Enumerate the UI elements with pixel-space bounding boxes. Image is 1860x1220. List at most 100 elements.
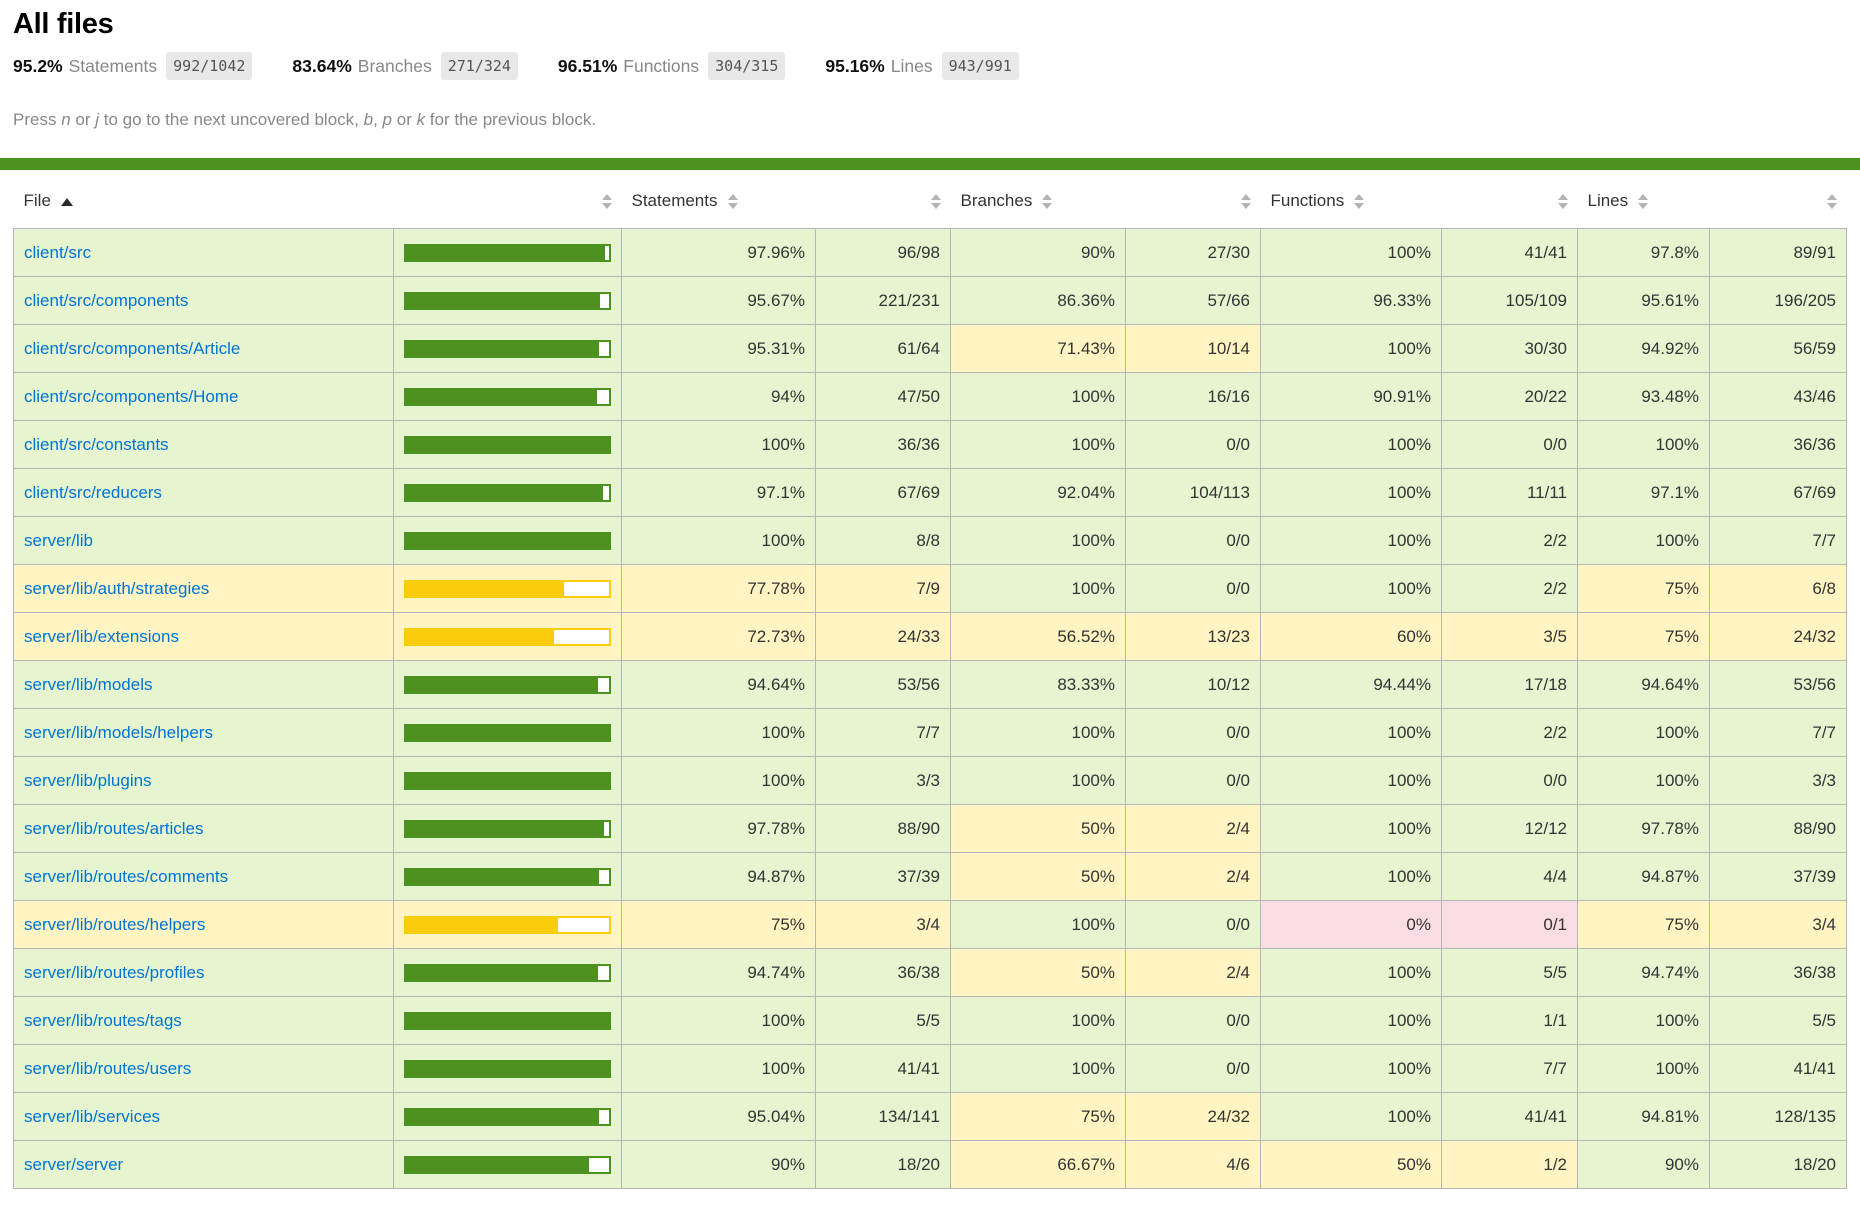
statements-pct-cell: 97.1% — [621, 468, 816, 517]
coverage-bar-fill — [406, 245, 605, 260]
lines-raw-cell: 53/56 — [1709, 660, 1847, 709]
coverage-bar-cell — [393, 996, 622, 1045]
hint-text: to go to the next uncovered block, — [99, 110, 364, 129]
statements-pct-cell: 95.04% — [621, 1092, 816, 1141]
column-header-file[interactable]: File — [14, 170, 394, 229]
functions-pct-cell: 100% — [1260, 1044, 1442, 1093]
coverage-bar-fill — [406, 437, 609, 452]
branches-raw-cell: 13/23 — [1125, 612, 1261, 661]
file-link[interactable]: client/src/components/Home — [24, 387, 239, 406]
coverage-bar-fill — [406, 293, 601, 308]
file-link[interactable]: client/src/components/Article — [24, 339, 241, 358]
lines-pct-cell: 94.92% — [1577, 324, 1710, 373]
table-row: server/lib/services 95.04% 134/141 75% 24/32… — [13, 1092, 1847, 1141]
file-link[interactable]: server/lib/auth/strategies — [24, 579, 210, 598]
file-link[interactable]: server/lib/routes/profiles — [24, 963, 205, 982]
lines-pct-cell: 94.87% — [1577, 852, 1710, 901]
file-link[interactable]: server/lib/routes/comments — [24, 867, 229, 886]
column-header-lines-raw[interactable] — [1710, 170, 1847, 229]
coverage-bar-cell — [393, 324, 622, 373]
file-link[interactable]: server/lib/models — [24, 675, 153, 694]
file-link[interactable]: client/src — [24, 243, 92, 262]
table-row: server/lib/plugins 100% 3/3 100% 0/0 100% 0/0 1… — [13, 756, 1847, 805]
lines-column-label: Lines — [1587, 191, 1629, 210]
functions-pct-cell: 96.33% — [1260, 276, 1442, 325]
lines-raw-cell: 89/91 — [1709, 228, 1847, 277]
file-link[interactable]: server/lib/routes/articles — [24, 819, 204, 838]
column-header-statements[interactable]: Statements — [622, 170, 816, 229]
file-link[interactable]: server/lib/extensions — [24, 627, 179, 646]
branches-pct-cell: 75% — [950, 1092, 1126, 1141]
branches-pct: 83.64% — [292, 55, 352, 76]
coverage-bar-cell — [393, 660, 622, 709]
file-link[interactable]: client/src/constants — [24, 435, 169, 454]
lines-pct-cell: 90% — [1577, 1140, 1710, 1189]
key-name: n — [61, 110, 71, 129]
coverage-bar-cell — [393, 516, 622, 565]
branches-pct-cell: 100% — [950, 372, 1126, 421]
coverage-bar — [404, 627, 611, 646]
functions-pct-cell: 100% — [1260, 420, 1442, 469]
functions-pct-cell: 100% — [1260, 948, 1442, 997]
functions-raw-cell: 5/5 — [1441, 948, 1578, 997]
functions-raw-cell: 2/2 — [1441, 564, 1578, 613]
statements-raw-cell: 47/50 — [815, 372, 951, 421]
column-header-lines[interactable]: Lines — [1578, 170, 1710, 229]
file-link[interactable]: server/server — [24, 1155, 124, 1174]
coverage-bar-fill — [406, 1109, 599, 1124]
table-row: client/src/components/Article 95.31% 61/64… — [13, 324, 1847, 373]
functions-label: Functions — [623, 55, 700, 76]
branches-pct-cell: 100% — [950, 420, 1126, 469]
lines-pct-cell: 100% — [1577, 516, 1710, 565]
file-link[interactable]: server/lib/routes/tags — [24, 1011, 182, 1030]
statements-pct-cell: 77.78% — [621, 564, 816, 613]
branches-raw-cell: 0/0 — [1125, 756, 1261, 805]
branches-label: Branches — [357, 55, 432, 76]
lines-raw-cell: 43/46 — [1709, 372, 1847, 421]
column-header-branches[interactable]: Branches — [951, 170, 1126, 229]
file-link[interactable]: server/lib/routes/helpers — [24, 915, 206, 934]
branches-pct-cell: 100% — [950, 996, 1126, 1045]
column-header-bar[interactable] — [394, 170, 622, 229]
column-header-statements-raw[interactable] — [816, 170, 951, 229]
table-row: client/src/constants 100% 36/36 100% 0/0 100%… — [13, 420, 1847, 469]
branches-pct-cell: 50% — [950, 804, 1126, 853]
functions-pct-cell: 50% — [1260, 1140, 1442, 1189]
coverage-table: File Statements Branches Func — [13, 170, 1847, 1189]
coverage-bar — [404, 867, 611, 886]
statements-raw-cell: 37/39 — [815, 852, 951, 901]
lines-raw-cell: 24/32 — [1709, 612, 1847, 661]
file-cell: server/server — [13, 1140, 394, 1189]
coverage-bar — [404, 723, 611, 742]
coverage-bar — [404, 483, 611, 502]
branches-raw-cell: 2/4 — [1125, 804, 1261, 853]
table-row: server/lib/models 94.64% 53/56 83.33% 10/12 9… — [13, 660, 1847, 709]
functions-raw-cell: 3/5 — [1441, 612, 1578, 661]
branches-pct-cell: 83.33% — [950, 660, 1126, 709]
column-header-functions[interactable]: Functions — [1261, 170, 1442, 229]
file-link[interactable]: server/lib/routes/users — [24, 1059, 192, 1078]
file-link[interactable]: client/src/components — [24, 291, 189, 310]
branches-raw-cell: 24/32 — [1125, 1092, 1261, 1141]
file-link[interactable]: client/src/reducers — [24, 483, 162, 502]
column-header-branches-raw[interactable] — [1126, 170, 1261, 229]
hint-text: or — [70, 110, 96, 129]
sort-icon — [1240, 194, 1251, 210]
file-cell: client/src/components — [13, 276, 394, 325]
file-link[interactable]: server/lib/models/helpers — [24, 723, 213, 742]
coverage-bar-fill — [406, 1061, 609, 1076]
file-link[interactable]: server/lib/services — [24, 1107, 161, 1126]
functions-pct-cell: 100% — [1260, 852, 1442, 901]
sort-icon — [1638, 194, 1649, 210]
functions-raw-cell: 0/0 — [1441, 756, 1578, 805]
statements-raw-cell: 88/90 — [815, 804, 951, 853]
file-link[interactable]: server/lib — [24, 531, 93, 550]
coverage-bar-cell — [393, 1140, 622, 1189]
column-header-functions-raw[interactable] — [1442, 170, 1578, 229]
key-name: b — [363, 110, 374, 129]
file-link[interactable]: server/lib/plugins — [24, 771, 152, 790]
statements-raw-cell: 8/8 — [815, 516, 951, 565]
statements-raw-cell: 3/4 — [815, 900, 951, 949]
branches-pct-cell: 100% — [950, 1044, 1126, 1093]
table-row: server/lib/routes/tags 100% 5/5 100% 0/0 100%… — [13, 996, 1847, 1045]
